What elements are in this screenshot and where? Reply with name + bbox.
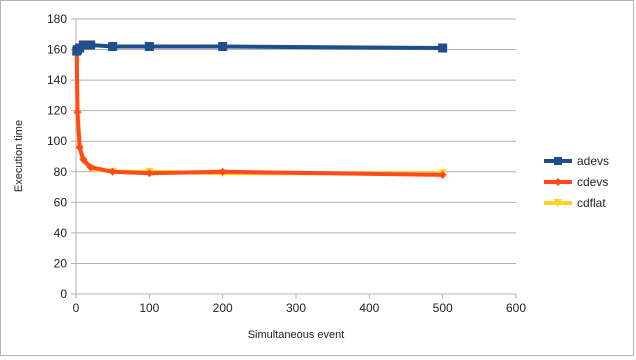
data-point-adevs-500	[438, 43, 448, 53]
x-axis-label: Simultaneous event	[248, 329, 345, 341]
data-point-adevs-100	[144, 42, 154, 51]
data-point-cdevs-500	[438, 170, 447, 179]
data-point-cdevs-50	[108, 167, 117, 176]
series-adevs	[72, 40, 448, 56]
series-cdevs	[72, 45, 447, 179]
y-tick-label-160: 160	[47, 43, 67, 57]
y-axis-label: Execution time	[13, 120, 25, 192]
y-tick-label-140: 140	[47, 73, 67, 87]
y-tick-label-20: 20	[54, 256, 68, 270]
legend-marker-cdflat	[554, 199, 562, 207]
legend-label-cdevs: cdevs	[577, 175, 608, 189]
data-point-adevs-10	[78, 40, 88, 50]
x-tick-label-600: 600	[506, 301, 526, 315]
legend-item-cdevs: cdevs	[544, 175, 608, 189]
y-tick-label-0: 0	[60, 287, 67, 301]
legend-marker-cdevs	[554, 178, 562, 186]
series-lines	[72, 40, 448, 179]
data-point-cdevs-2	[73, 108, 82, 117]
tick-labels: 0 20 40 60 80 100 120 140 160 180 0 100 200 300 400 500…	[47, 12, 526, 315]
axis-labels: Simultaneous event Execution time	[13, 120, 344, 341]
x-tick-label-300: 300	[286, 301, 306, 315]
y-tick-label-60: 60	[54, 195, 68, 209]
legend-item-cdflat: cdflat	[544, 196, 606, 210]
gridlines	[76, 18, 516, 264]
series-cdflat	[72, 45, 447, 178]
legend: adevs cdevs cdflat	[544, 154, 609, 210]
line-chart: 0 20 40 60 80 100 120 140 160 180 0 100 200 300 400 500…	[13, 12, 609, 341]
data-point-cdevs-20	[86, 163, 95, 172]
x-tick-label-0: 0	[73, 301, 80, 315]
legend-label-adevs: adevs	[577, 154, 609, 168]
series-line-cdevs	[74, 47, 445, 177]
y-tick-label-40: 40	[54, 226, 68, 240]
data-point-cdevs-5	[75, 143, 84, 152]
axes	[71, 18, 517, 299]
data-point-adevs-200	[218, 42, 228, 51]
series-line-cdflat	[74, 47, 445, 176]
y-tick-label-180: 180	[47, 12, 67, 26]
data-point-cdevs-200	[218, 167, 227, 176]
data-point-adevs-20	[86, 40, 96, 50]
x-tick-label-100: 100	[139, 301, 159, 315]
series-line-adevs	[74, 42, 445, 54]
x-tick-label-200: 200	[213, 301, 233, 315]
x-tick-label-500: 500	[433, 301, 453, 315]
legend-marker-adevs	[554, 157, 562, 165]
legend-label-cdflat: cdflat	[577, 196, 606, 210]
y-tick-label-80: 80	[54, 165, 68, 179]
y-tick-label-120: 120	[47, 104, 67, 118]
legend-item-adevs: adevs	[544, 154, 609, 168]
data-point-cdevs-10	[79, 155, 88, 164]
x-tick-label-400: 400	[359, 301, 379, 315]
y-tick-label-100: 100	[47, 134, 67, 148]
data-point-adevs-50	[108, 42, 118, 51]
data-point-cdevs-100	[145, 169, 154, 178]
